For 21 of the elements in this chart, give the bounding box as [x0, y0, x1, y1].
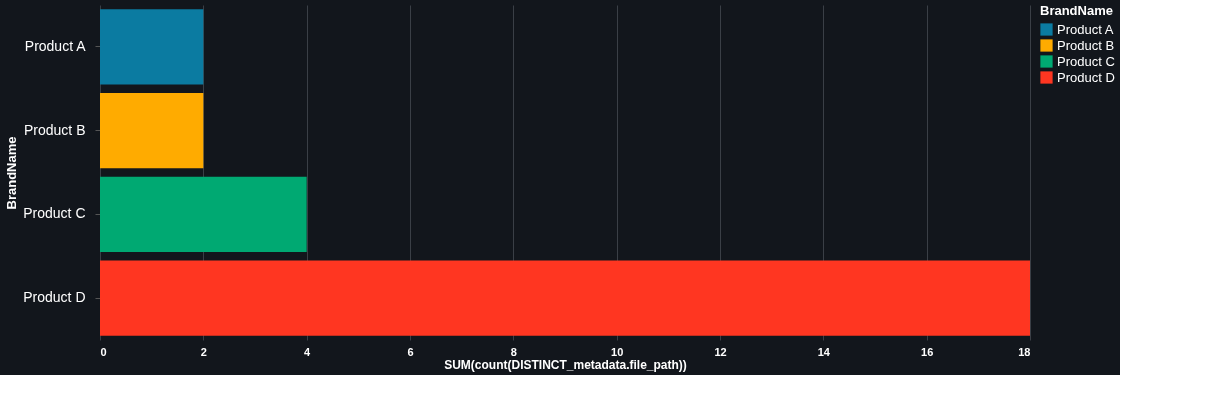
x-tick-label: 0	[100, 345, 107, 358]
x-tick-label: 6	[407, 345, 414, 358]
x-tick-label: 14	[817, 345, 831, 358]
x-tick-label: 4	[304, 345, 312, 358]
legend-label: Product C	[1057, 53, 1115, 69]
y-tick-label: Product B	[24, 121, 86, 138]
y-axis-title: BrandName	[4, 136, 20, 210]
y-tick-label: Product D	[23, 289, 86, 306]
legend-label: Product B	[1057, 37, 1115, 53]
legend-label: Product A	[1057, 21, 1114, 37]
x-tick-label: 10	[611, 345, 624, 358]
legend-title: BrandName	[1040, 3, 1113, 18]
x-tick-label: 2	[200, 345, 207, 358]
x-tick-label: 18	[1018, 345, 1031, 358]
legend-label: Product D	[1057, 69, 1115, 85]
x-tick-label: 12	[714, 345, 727, 358]
x-tick-label: 16	[921, 345, 934, 358]
y-tick-label: Product A	[24, 37, 87, 54]
x-axis-title: SUM(count(DISTINCT_metadata.file_path))	[444, 357, 687, 372]
y-tick-label: Product C	[23, 205, 86, 222]
x-tick-label: 8	[510, 345, 517, 358]
